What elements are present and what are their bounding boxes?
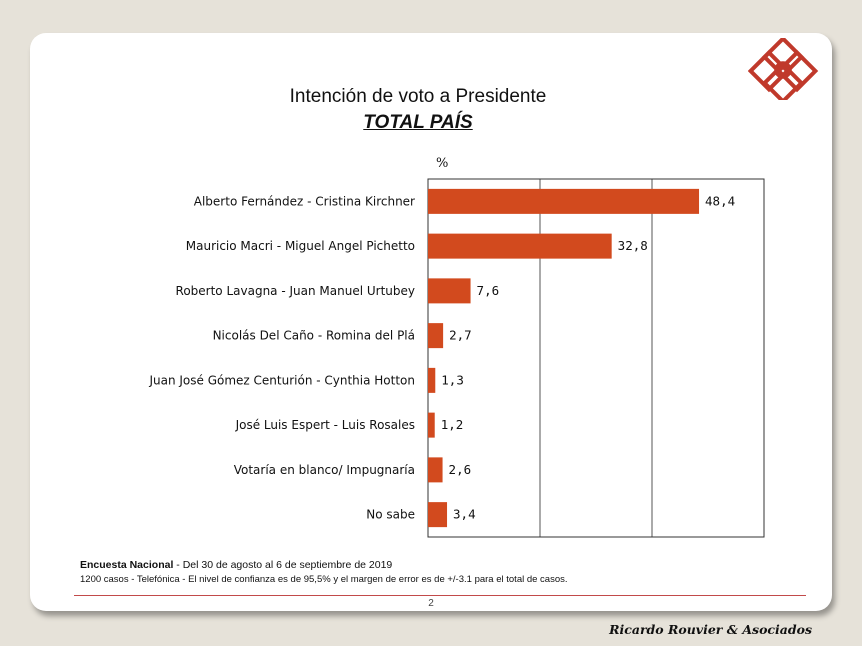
unit-label: % [436,156,449,171]
category-label: Roberto Lavagna - Juan Manuel Urtubey [176,284,415,298]
data-label: 32,8 [618,238,648,253]
chart-title: Intención de voto a Presidente [289,86,547,107]
data-label: 1,2 [441,417,464,432]
survey-info: Encuesta Nacional - Del 30 de agosto al … [80,559,392,571]
page-number: 2 [428,598,434,609]
chart-subtitle: TOTAL PAÍS [363,112,473,133]
data-label: 2,6 [449,462,472,477]
methodology-note: 1200 casos - Telefónica - El nivel de co… [80,574,568,585]
company-logo [748,38,819,100]
bar [428,457,443,483]
category-label: Votaría en blanco/ Impugnaría [234,463,415,477]
data-label: 1,3 [441,372,464,387]
bar [428,367,436,393]
bar [428,188,700,214]
category-label: Alberto Fernández - Cristina Kirchner [194,194,415,208]
data-label: 2,7 [449,328,472,343]
data-label: 3,4 [453,507,476,522]
data-label: 7,6 [477,283,500,298]
bar [428,233,612,259]
survey-dates: - Del 30 de agosto al 6 de septiembre de… [173,559,393,571]
bar [428,323,444,349]
bar [428,412,435,438]
category-label: José Luis Espert - Luis Rosales [235,418,415,432]
category-label: Nicolás Del Caño - Romina del Plá [213,329,415,343]
category-label: Juan José Gómez Centurión - Cynthia Hott… [148,373,415,387]
bar [428,278,471,304]
category-label: Mauricio Macri - Miguel Angel Pichetto [186,239,415,253]
plot-frame [427,178,765,538]
footer-divider [74,595,806,596]
category-label: No sabe [366,508,415,522]
brand-signature: Ricardo Rouvier & Asociados [609,622,812,637]
survey-name: Encuesta Nacional [80,559,174,571]
data-label: 48,4 [705,193,735,208]
bar [428,502,448,528]
